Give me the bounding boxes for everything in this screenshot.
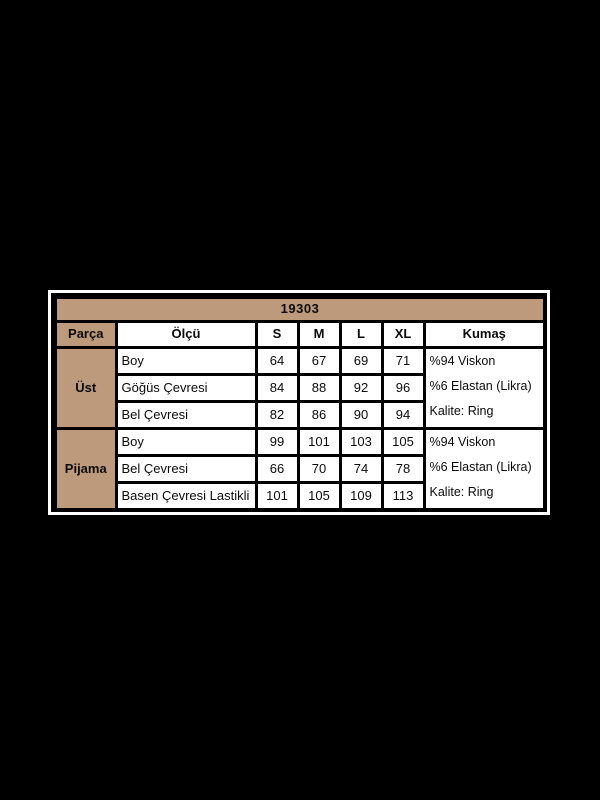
col-header-size-m: M	[296, 320, 342, 349]
measure-label-cell: Bel Çevresi	[114, 400, 258, 430]
title-row: 19303	[52, 294, 547, 323]
size-value-cell: 82	[254, 400, 300, 430]
col-header-size-l: L	[338, 320, 384, 349]
table-row: Üst Boy 64 67 69 71 %94 Viskon %6 Elasta…	[52, 346, 547, 430]
size-value-cell: 64	[254, 346, 300, 376]
size-value-cell: 71	[380, 346, 426, 376]
measure-label-cell: Boy	[114, 427, 258, 457]
size-value-cell: 105	[296, 481, 342, 512]
size-value-cell: 66	[254, 454, 300, 484]
size-table: 19303 Parça Ölçü S M L XL Kumaş Üst Boy …	[51, 293, 547, 512]
measure-label-cell: Göğüs Çevresi	[114, 373, 258, 403]
col-header-fabric: Kumaş	[422, 320, 547, 349]
size-value-cell: 67	[296, 346, 342, 376]
fabric-info-cell-ust: %94 Viskon %6 Elastan (Likra) Kalite: Ri…	[422, 346, 547, 430]
size-value-cell: 96	[380, 373, 426, 403]
size-value-cell: 101	[296, 427, 342, 457]
col-header-measure: Ölçü	[114, 320, 258, 349]
fabric-line: %94 Viskon	[429, 435, 496, 449]
size-value-cell: 105	[380, 427, 426, 457]
fabric-line: %6 Elastan (Likra)	[429, 460, 532, 474]
fabric-line: Kalite: Ring	[429, 485, 494, 499]
size-chart-card: 19303 Parça Ölçü S M L XL Kumaş Üst Boy …	[48, 290, 550, 515]
measure-label-cell: Basen Çevresi Lastikli	[114, 481, 258, 512]
size-value-cell: 90	[338, 400, 384, 430]
column-header-row: Parça Ölçü S M L XL Kumaş	[52, 320, 547, 349]
size-value-cell: 109	[338, 481, 384, 512]
col-header-size-s: S	[254, 320, 300, 349]
model-number: 19303	[52, 294, 547, 323]
table-row: Basen Çevresi Lastikli 101 105 109 113	[54, 481, 545, 512]
group-cell-pijama: Pijama	[52, 427, 118, 512]
table-row: Bel Çevresi 66 70 74 78	[54, 454, 545, 484]
table-row: Bel Çevresi 82 86 90 94	[54, 400, 545, 430]
size-value-cell: 101	[254, 481, 300, 512]
table-row: Göğüs Çevresi 84 88 92 96	[54, 373, 545, 403]
table-row: Pijama Boy 99 101 103 105 %94 Viskon %6 …	[52, 427, 547, 512]
size-value-cell: 92	[338, 373, 384, 403]
size-value-cell: 69	[338, 346, 384, 376]
size-value-cell: 78	[380, 454, 426, 484]
group-cell-ust: Üst	[52, 346, 118, 430]
size-value-cell: 84	[254, 373, 300, 403]
fabric-line: Kalite: Ring	[429, 404, 494, 418]
col-header-part: Parça	[52, 320, 118, 349]
fabric-line: %94 Viskon	[429, 354, 496, 368]
size-value-cell: 103	[338, 427, 384, 457]
size-value-cell: 94	[380, 400, 426, 430]
fabric-info-cell-pijama: %94 Viskon %6 Elastan (Likra) Kalite: Ri…	[422, 427, 547, 512]
measure-label-cell: Bel Çevresi	[114, 454, 258, 484]
col-header-size-xl: XL	[380, 320, 426, 349]
size-value-cell: 74	[338, 454, 384, 484]
size-value-cell: 70	[296, 454, 342, 484]
size-value-cell: 88	[296, 373, 342, 403]
size-value-cell: 113	[380, 481, 426, 512]
measure-label-cell: Boy	[114, 346, 258, 376]
size-value-cell: 99	[254, 427, 300, 457]
fabric-line: %6 Elastan (Likra)	[429, 379, 532, 393]
size-value-cell: 86	[296, 400, 342, 430]
